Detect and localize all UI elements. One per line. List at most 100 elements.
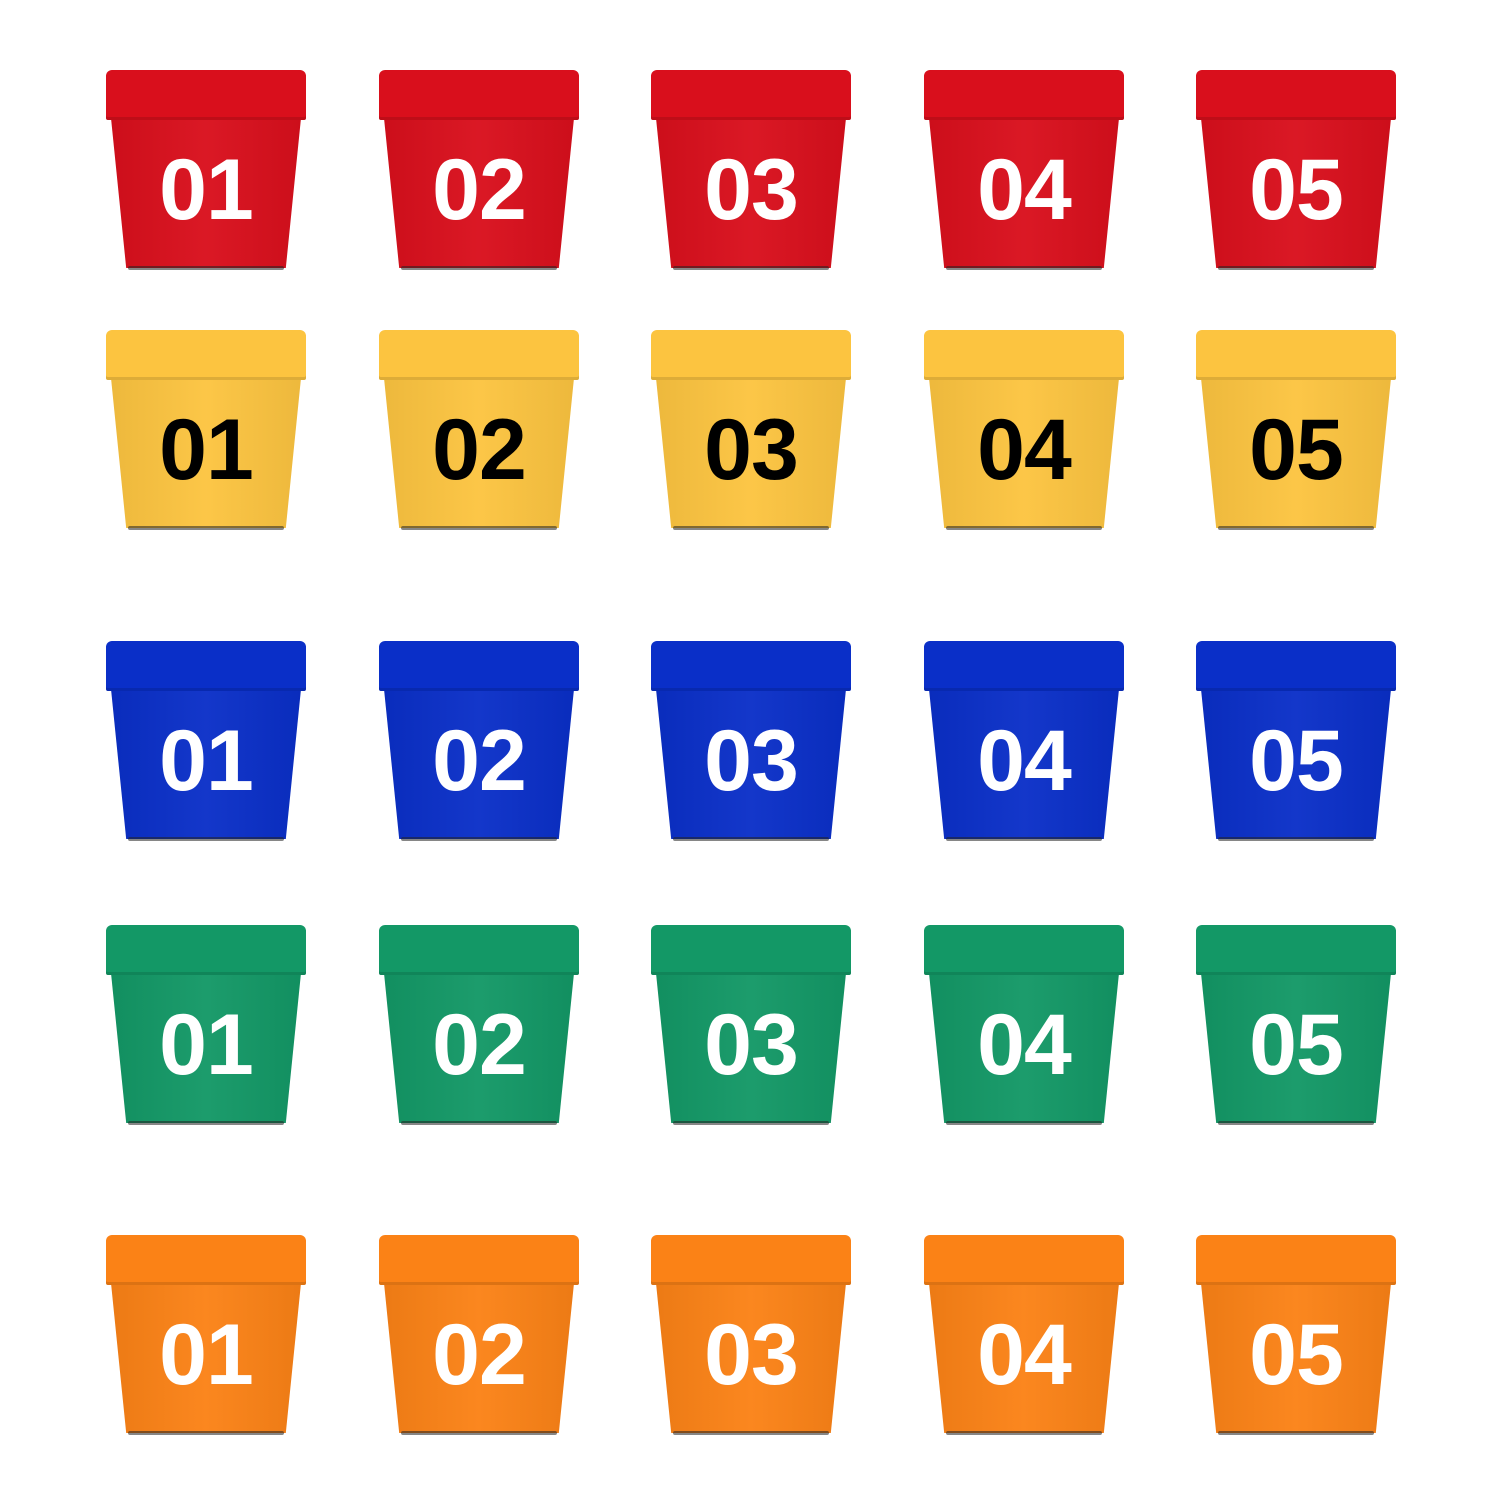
pot-shading [111, 378, 301, 528]
pot-number: 01 [159, 1307, 254, 1403]
pot-base [946, 1431, 1102, 1435]
pot-base [401, 1121, 557, 1125]
pot-number: 04 [977, 142, 1072, 238]
pot-shading [929, 689, 1119, 839]
pot-rim [379, 1235, 579, 1285]
green-pot-01: 01 [106, 925, 306, 1125]
pot-rim [1196, 925, 1396, 975]
pot-body [384, 1283, 574, 1433]
pot-number: 05 [1249, 1307, 1344, 1403]
red-pot-01: 01 [106, 70, 306, 270]
pot-body [1201, 118, 1391, 268]
pot-rim [379, 925, 579, 975]
pot-base [128, 266, 284, 270]
pot-rim [106, 70, 306, 120]
pot-base [946, 1121, 1102, 1125]
blue-pot-03: 03 [651, 641, 851, 841]
pot-rim [651, 641, 851, 691]
pot-base [1218, 266, 1374, 270]
pot-rim [1196, 70, 1396, 120]
pot-number: 03 [704, 713, 799, 809]
pot-body [929, 973, 1119, 1123]
pot-shading [111, 118, 301, 268]
green-pot-02: 02 [379, 925, 579, 1125]
pot-base [128, 526, 284, 530]
pot-rim [106, 925, 306, 975]
pot-shading [929, 378, 1119, 528]
pot-body [929, 1283, 1119, 1433]
pot-shading [384, 1283, 574, 1433]
yellow-pot-01: 01 [106, 330, 306, 530]
blue-pot-04: 04 [924, 641, 1124, 841]
pot-body [1201, 689, 1391, 839]
red-pot-04: 04 [924, 70, 1124, 270]
green-pot-04: 04 [924, 925, 1124, 1125]
orange-pot-04: 04 [924, 1235, 1124, 1435]
pot-body [929, 378, 1119, 528]
blue-pot-01: 01 [106, 641, 306, 841]
pot-rim [924, 70, 1124, 120]
pot-rim [1196, 1235, 1396, 1285]
pot-number: 02 [432, 142, 527, 238]
pot-shading [111, 1283, 301, 1433]
pot-base [1218, 526, 1374, 530]
pot-body [929, 118, 1119, 268]
pot-rim [651, 70, 851, 120]
yellow-pot-02: 02 [379, 330, 579, 530]
pot-body [656, 118, 846, 268]
pot-body [1201, 973, 1391, 1123]
pot-number: 01 [159, 402, 254, 498]
pot-body [384, 689, 574, 839]
pot-number: 05 [1249, 713, 1344, 809]
pot-body [656, 1283, 846, 1433]
pot-number: 03 [704, 402, 799, 498]
red-pot-05: 05 [1196, 70, 1396, 270]
pot-base [1218, 1431, 1374, 1435]
pot-number: 01 [159, 713, 254, 809]
pot-rim [1196, 641, 1396, 691]
red-pot-02: 02 [379, 70, 579, 270]
pot-shading [656, 689, 846, 839]
red-pot-03: 03 [651, 70, 851, 270]
pot-number: 01 [159, 997, 254, 1093]
pot-shading [929, 118, 1119, 268]
pot-base [128, 1121, 284, 1125]
pot-number: 02 [432, 997, 527, 1093]
pot-body [111, 378, 301, 528]
pot-body [111, 973, 301, 1123]
pot-base [1218, 837, 1374, 841]
pot-rim [106, 641, 306, 691]
pot-body [111, 118, 301, 268]
pot-number: 05 [1249, 402, 1344, 498]
pot-number: 04 [977, 997, 1072, 1093]
pot-shading [384, 378, 574, 528]
pot-rim [379, 70, 579, 120]
pot-number: 04 [977, 1307, 1072, 1403]
pot-shading [111, 973, 301, 1123]
orange-pot-02: 02 [379, 1235, 579, 1435]
pot-base [401, 266, 557, 270]
pot-body [384, 973, 574, 1123]
green-pot-05: 05 [1196, 925, 1396, 1125]
pot-rim [106, 330, 306, 380]
orange-pot-03: 03 [651, 1235, 851, 1435]
pot-base [401, 526, 557, 530]
pot-base [673, 266, 829, 270]
pot-body [111, 1283, 301, 1433]
pot-number: 04 [977, 713, 1072, 809]
pot-number: 03 [704, 142, 799, 238]
pot-base [673, 837, 829, 841]
pot-number: 01 [159, 142, 254, 238]
pot-number: 03 [704, 997, 799, 1093]
pot-rim [379, 330, 579, 380]
pot-body [1201, 378, 1391, 528]
green-pot-03: 03 [651, 925, 851, 1125]
pot-rim [924, 1235, 1124, 1285]
pot-body [929, 689, 1119, 839]
pot-shading [1201, 689, 1391, 839]
pot-shading [384, 973, 574, 1123]
pot-shading [1201, 973, 1391, 1123]
pot-shading [656, 1283, 846, 1433]
pot-body [656, 689, 846, 839]
blue-pot-05: 05 [1196, 641, 1396, 841]
